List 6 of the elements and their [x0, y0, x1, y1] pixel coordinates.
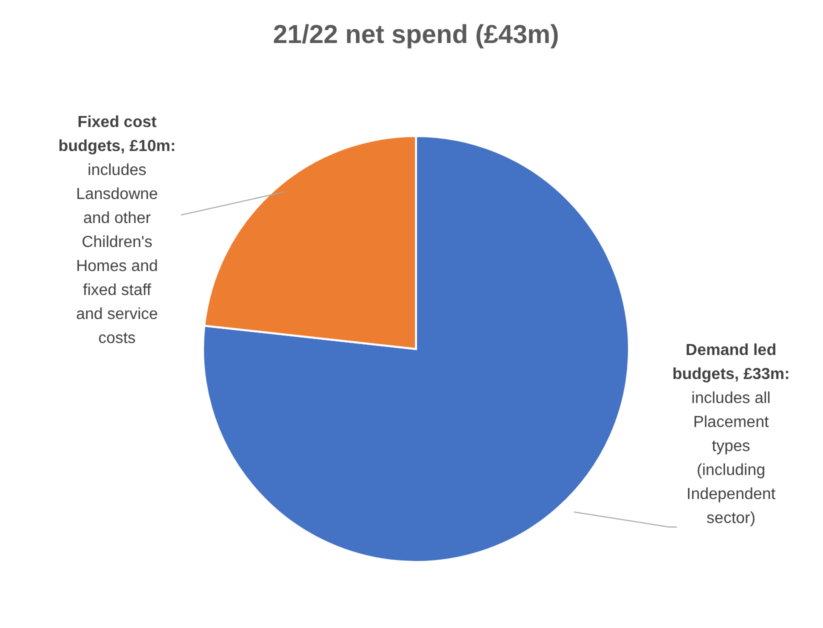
pie-slice	[202, 135, 630, 563]
slice-label: Fixed cost budgets, £10m:	[58, 114, 176, 155]
text: includes all Placement types (including Independent sector)	[686, 390, 776, 527]
text: includes Lansdowne and other Children's Homes and fixed staff and service costs	[76, 162, 158, 347]
chart-title: 21/22 net spend (£43m)	[272, 19, 560, 49]
slice-label: Demand led budgets, £33m:	[672, 342, 790, 383]
